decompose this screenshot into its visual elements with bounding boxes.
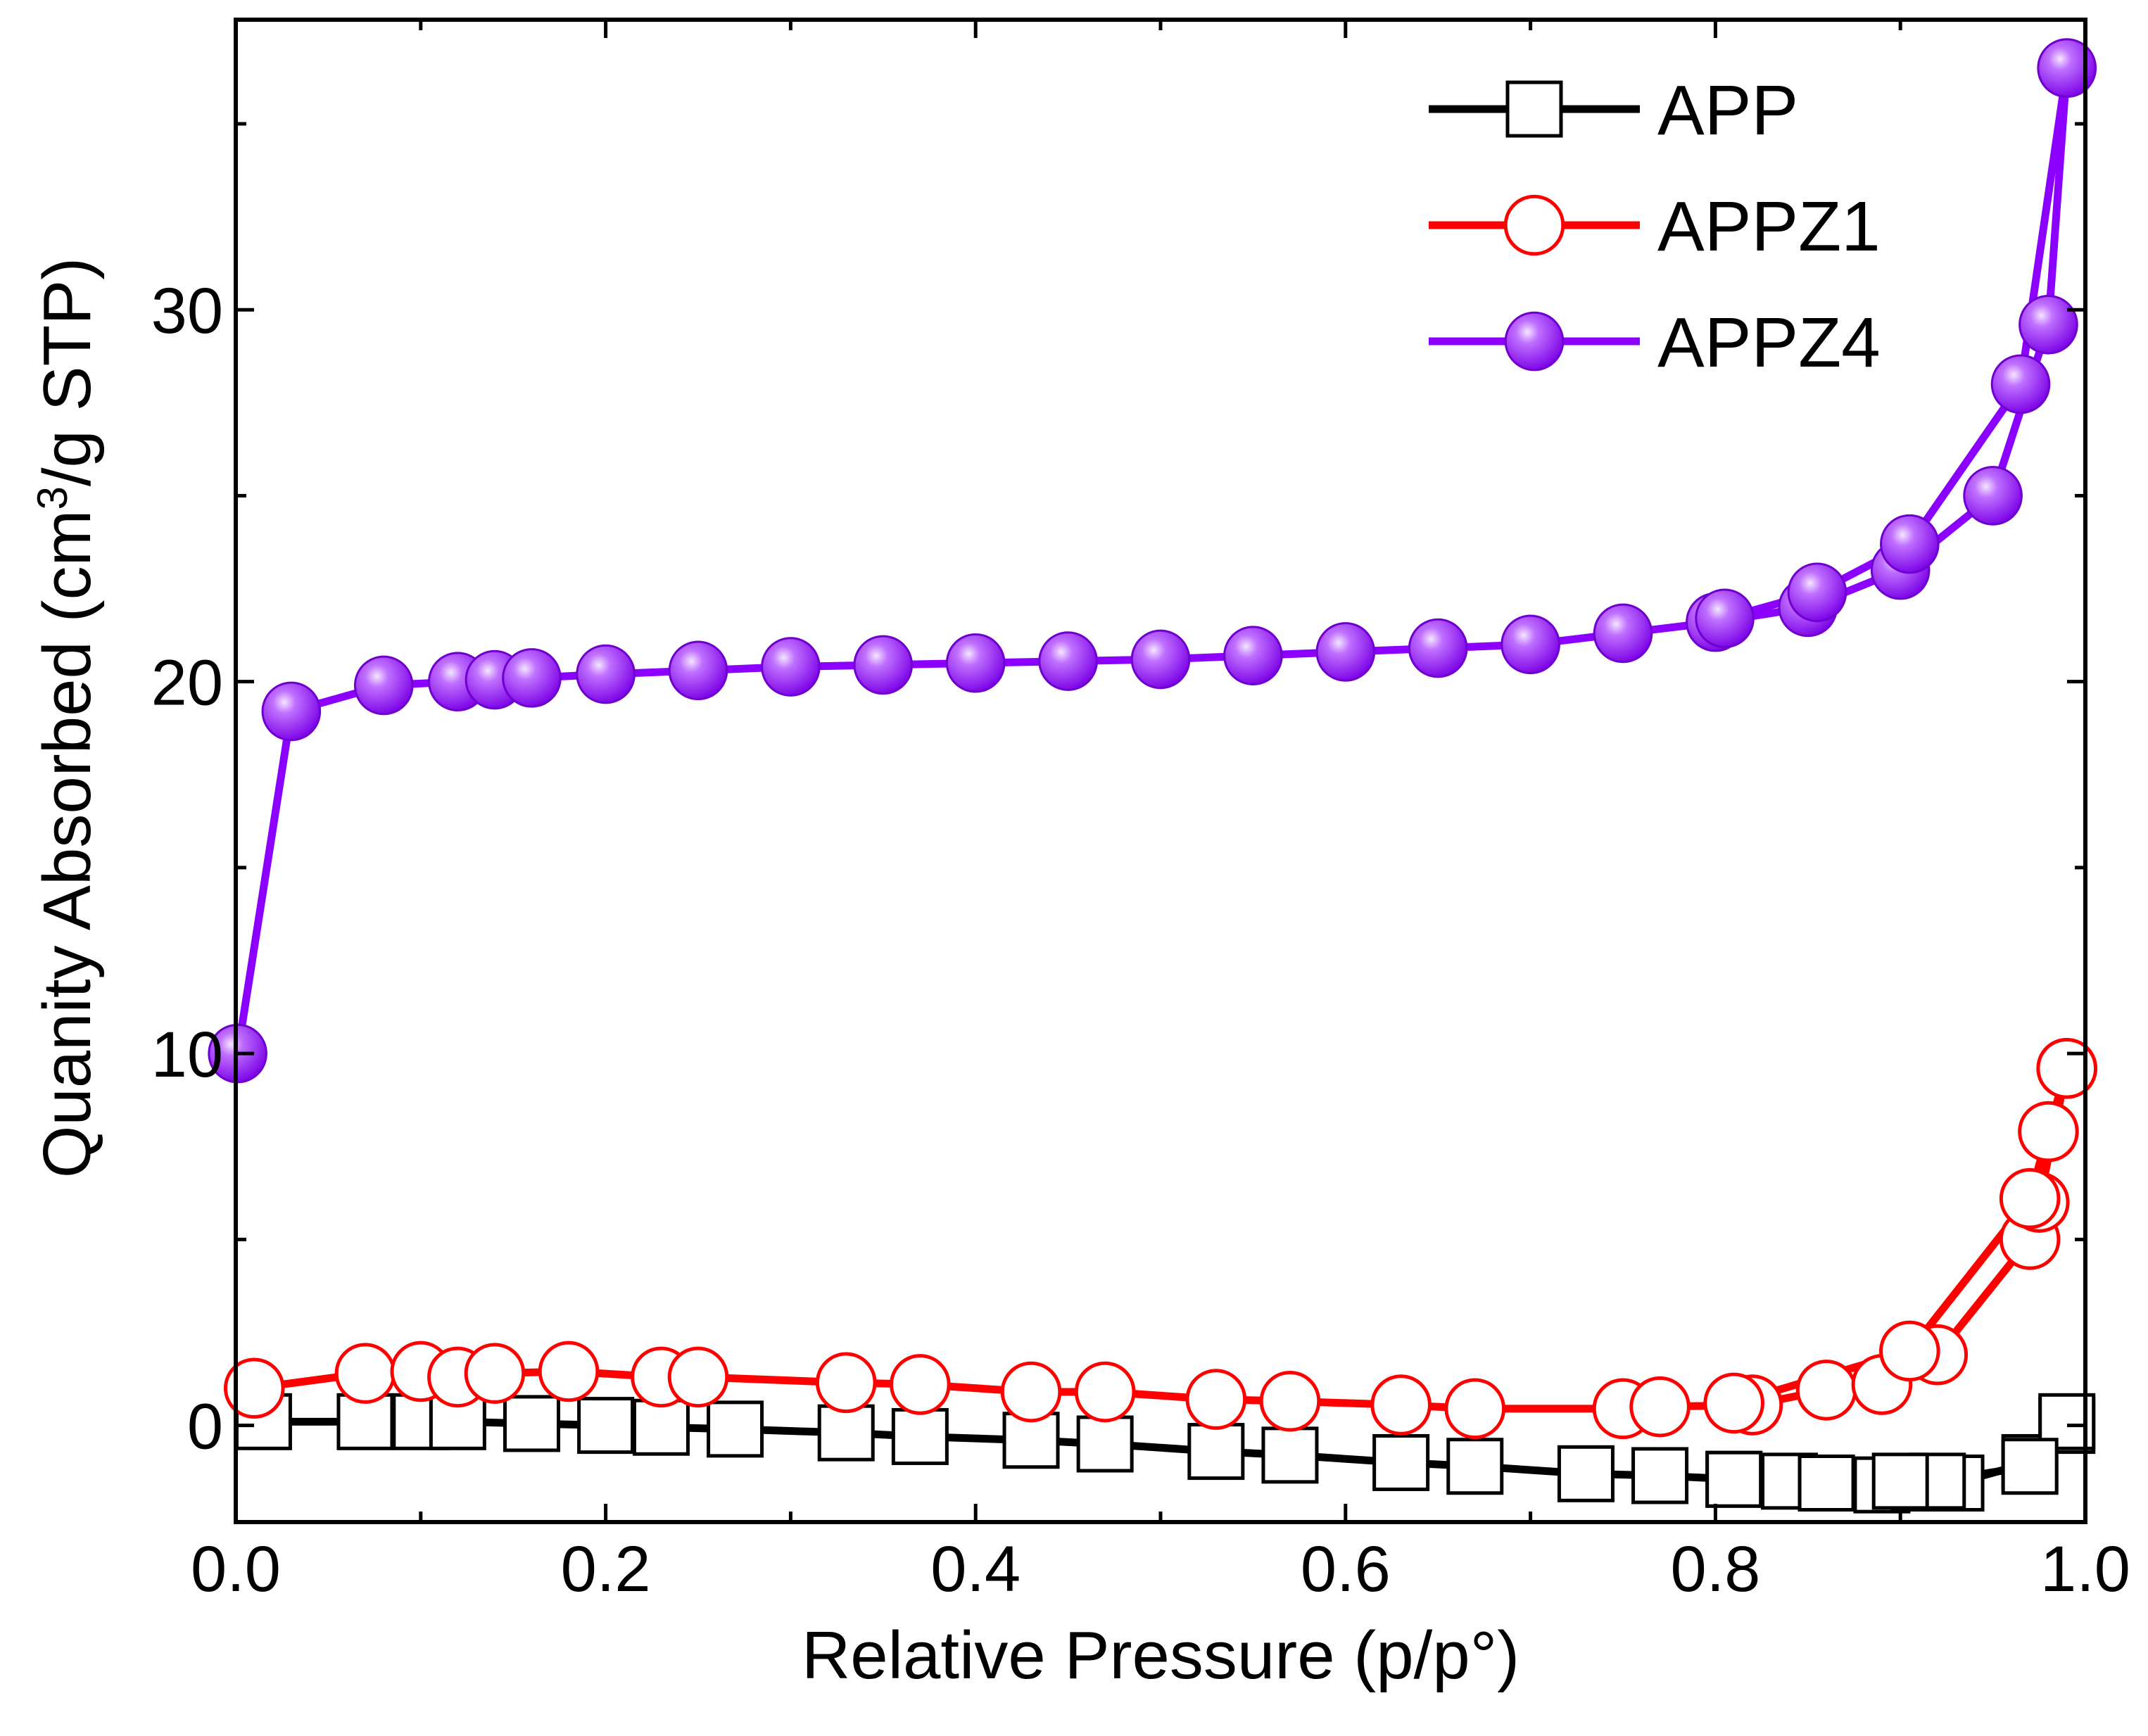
legend-item-appz4: APPZ4: [1429, 303, 1881, 382]
appz4-desorption-point: [1695, 588, 1755, 649]
app-adsorption-point: [1557, 1445, 1615, 1502]
appz1-adsorption-point: [1629, 1376, 1691, 1438]
appz4-adsorption-point: [502, 648, 562, 708]
legend-item-app: APP: [1429, 71, 1798, 150]
y-axis-title: Quanity Absorbed (cm3/g STP): [29, 258, 106, 1179]
appz4-desorption-point: [1880, 514, 1940, 574]
appz4-adsorption-point: [576, 644, 636, 704]
appz4-adsorption-point: [853, 635, 914, 695]
appz1-adsorption-point: [1259, 1370, 1321, 1432]
appz4-desorption-point: [1787, 562, 1847, 623]
appz4-desorption-point: [1990, 354, 2051, 414]
appz4-adsorption-point: [1593, 603, 1653, 664]
app-adsorption-point: [503, 1395, 560, 1452]
appz4-adsorption-point: [1501, 614, 1560, 675]
appz1-adsorption-point: [1074, 1361, 1136, 1423]
y-tick-label: 20: [151, 647, 223, 719]
y-axis-title-suffix: /g STP): [30, 258, 105, 486]
appz4-adsorption-point: [1038, 631, 1098, 691]
legend-item-appz1: APPZ1: [1429, 187, 1881, 266]
series-appz4: [208, 38, 2097, 1084]
app-desorption-point: [1871, 1452, 1929, 1510]
appz1-adsorption-point: [464, 1343, 526, 1404]
x-tick-label: 1.0: [2040, 1533, 2130, 1605]
ticks-layer: 0.0 0.2 0.4 0.6 0.8 1.0 0 10 20 30: [151, 20, 2130, 1605]
x-tick-label: 0.0: [191, 1533, 281, 1605]
x-tick-label: 0.6: [1301, 1533, 1391, 1605]
appz1-adsorption-point: [667, 1346, 729, 1408]
app-adsorption-point: [1631, 1447, 1689, 1504]
appz1-desorption-point: [1703, 1372, 1764, 1434]
appz1-adsorption-point: [1185, 1369, 1247, 1430]
legend-marker: [1505, 80, 1563, 138]
app-desorption-point: [1798, 1455, 1855, 1512]
appz4-adsorption-point: [761, 637, 821, 697]
app-adsorption-point: [632, 1398, 690, 1456]
app-adsorption-point: [1187, 1423, 1245, 1481]
appz1-adsorption-point: [815, 1352, 877, 1414]
appz4-adsorption-point: [261, 681, 322, 742]
app-desorption-point: [1705, 1450, 1763, 1508]
appz1-adsorption-point: [1444, 1378, 1506, 1440]
series-app: [234, 1393, 2096, 1514]
legend-marker: [1503, 194, 1565, 256]
appz1-adsorption-point: [890, 1354, 951, 1415]
series-appz1: [223, 1037, 2098, 1440]
appz1-desorption-point: [1879, 1320, 1940, 1382]
series-layer: [208, 38, 2098, 1514]
app-adsorption-point: [1372, 1433, 1430, 1491]
app-adsorption-point: [1076, 1415, 1134, 1473]
x-tick-label: 0.2: [561, 1533, 651, 1605]
appz1-adsorption-point: [334, 1343, 396, 1404]
app-adsorption-point: [817, 1404, 875, 1462]
app-adsorption-point: [336, 1393, 394, 1450]
appz4-adsorption-point: [945, 633, 1006, 693]
appz4-adsorption-point: [353, 655, 414, 716]
y-tick-label: 0: [187, 1391, 223, 1463]
y-tick-label: 10: [151, 1019, 223, 1091]
appz1-desorption-point: [2018, 1101, 2079, 1162]
appz4-adsorption-point: [2019, 295, 2078, 355]
legend-label: APPZ4: [1657, 303, 1881, 382]
appz4-adsorption-point: [1130, 629, 1191, 690]
appz4-adsorption-point: [1315, 622, 1376, 682]
appz1-adsorption-point: [223, 1357, 285, 1419]
appz1-adsorption-point: [1000, 1361, 1062, 1423]
appz4-desorption-point: [2037, 38, 2097, 99]
app-adsorption-point: [1446, 1438, 1504, 1495]
x-tick-label: 0.4: [930, 1533, 1021, 1605]
y-tick-label: 30: [151, 275, 223, 347]
y-axis-title-superscript: 3: [29, 486, 76, 509]
appz1-adsorption-point: [1795, 1360, 1857, 1421]
y-axis-title-prefix: Quanity Absorbed (cm: [30, 510, 105, 1179]
appz1-adsorption-point: [538, 1341, 600, 1402]
x-axis-title: Relative Pressure (p/p°): [802, 1618, 1520, 1693]
app-adsorption-point: [891, 1407, 949, 1465]
appz1-desorption-point: [1999, 1167, 2061, 1229]
legend: APP APPZ1 APPZ4: [1429, 71, 1881, 382]
app-desorption-point: [2001, 1438, 2059, 1495]
app-adsorption-point: [1261, 1426, 1319, 1484]
legend-label: APPZ1: [1657, 187, 1881, 266]
appz1-adsorption-point: [1370, 1374, 1432, 1436]
x-tick-label: 0.8: [1670, 1533, 1760, 1605]
legend-marker: [1504, 311, 1565, 372]
appz4-adsorption-point: [1223, 626, 1283, 685]
appz4-adsorption-point: [668, 640, 728, 701]
appz4-adsorption-point: [1408, 618, 1468, 678]
legend-label: APP: [1657, 71, 1798, 150]
appz4-adsorption-point: [1963, 466, 2023, 526]
app-adsorption-point: [577, 1397, 635, 1455]
app-adsorption-point: [707, 1400, 764, 1458]
